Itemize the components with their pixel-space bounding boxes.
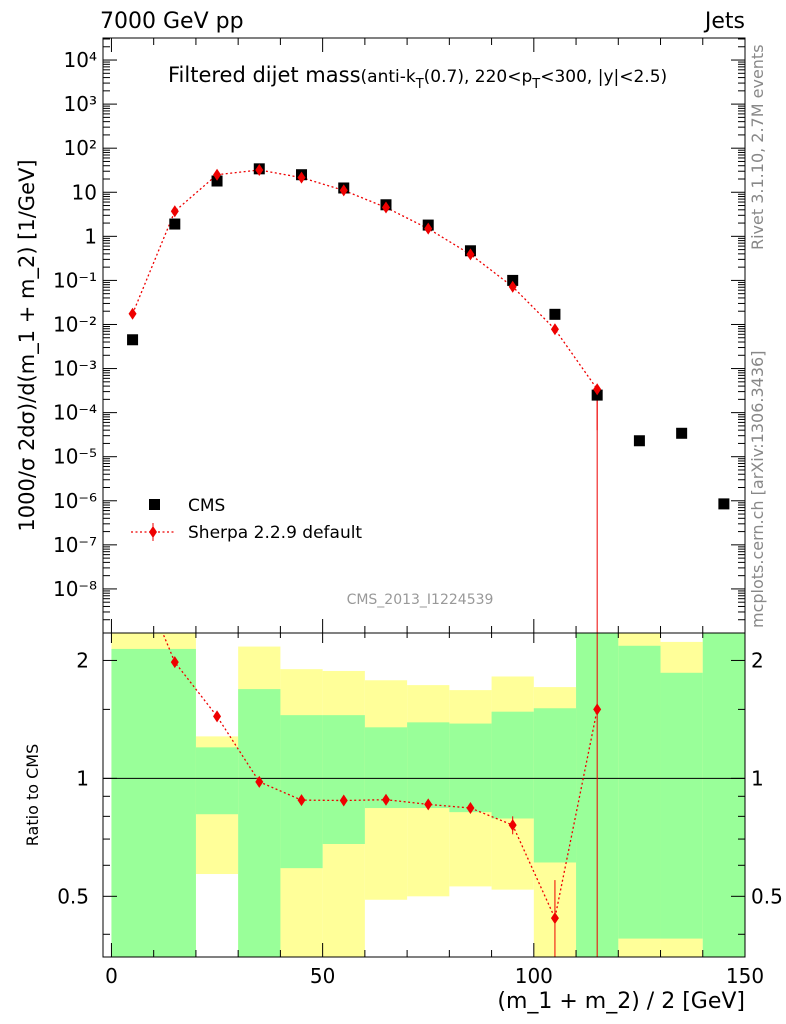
ratio-band-green [238,689,281,957]
ratio-sherpa-point [466,802,475,815]
ratio-y-tick-label-right: 1 [751,766,764,790]
ratio-band-green [660,672,703,939]
y-tick-label: 10⁻⁶ [53,489,97,513]
y-tick-label: 10⁻³ [53,357,97,381]
sherpa-point [297,171,306,184]
y-tick-label: 10 [72,180,97,204]
y-tick-label: 10⁻⁷ [53,533,97,557]
ratio-sherpa-point [255,775,264,788]
ratio-band-green [407,722,450,809]
ratio-sherpa-point [170,656,179,669]
plot-subtitle: (anti-k [361,67,416,87]
y-tick-label: 10⁻² [53,312,97,336]
y-tick-label: 10⁻⁸ [53,577,97,601]
ratio-sherpa-point [297,794,306,807]
sherpa-point [381,201,390,214]
sherpa-point [550,323,559,336]
sherpa-point [593,383,602,396]
ratio-y-tick-label-left: 0.5 [57,884,89,908]
x-tick-label: 100 [515,964,553,988]
ratio-sherpa-line [162,633,598,921]
legend-cms-marker [149,499,160,510]
sherpa-point [424,222,433,235]
cms-point [127,334,139,346]
y-tick-label: 10⁴ [64,48,97,72]
analysis-watermark: CMS_2013_I1224539 [347,592,494,608]
cms-point [507,274,519,286]
x-tick-label: 150 [726,964,764,988]
ratio-band-green [449,723,492,813]
y-tick-label: 10⁻¹ [53,268,97,292]
cms-point [718,498,730,510]
ratio-y-tick-label-right: 0.5 [751,884,783,908]
x-tick-label: 50 [310,964,335,988]
legend: CMS Sherpa 2.2.9 default [131,496,362,543]
legend-sherpa-marker [149,526,157,538]
mcplots-source-label: mcplots.cern.ch [arXiv:1306.3436] [748,351,767,628]
cms-point [676,427,688,439]
ratio-sherpa-point [508,819,517,832]
ratio-band-green [491,711,534,819]
ratio-band-green [280,715,323,869]
ratio-band-green [322,715,365,844]
header-right: Jets [703,9,745,34]
sherpa-point [466,248,475,261]
y-tick-label: 10² [64,136,97,160]
header-left: 7000 GeV pp [100,9,244,34]
legend-sherpa-label: Sherpa 2.2.9 default [188,523,362,543]
rivet-version-label: Rivet 3.1.10, 2.7M events [748,44,767,250]
ratio-sherpa-point [424,798,433,811]
ratio-y-tick-label-left: 1 [76,766,89,790]
ratio-y-tick-label-right: 2 [751,648,764,672]
sherpa-point [255,163,264,176]
plot-title-main: Filtered dijet mass [168,63,361,87]
plot-subtitle-subscript: T [415,77,424,92]
ratio-band-green [618,645,661,939]
plot-subtitle-subscript: T [531,77,540,92]
ratio-sherpa-point [381,793,390,806]
plot-title: Filtered dijet mass(anti-kT(0.7), 220<pT… [168,63,667,92]
ratio-y-tick-label-left: 2 [76,648,89,672]
ratio-y-axis-label: Ratio to CMS [23,744,42,846]
ratio-sherpa-point [550,912,559,925]
legend-cms-label: CMS [188,496,225,516]
y-tick-label: 10⁻⁴ [53,401,97,425]
cms-point [549,308,561,320]
plot-subtitle: <300, |y|<2.5) [540,67,667,87]
sherpa-point [170,205,179,218]
main-plot: 10⁻⁸ 10⁻⁷ 10⁻⁶ 10⁻⁵ 10⁻⁴ 10⁻³ 10⁻² 10⁻¹ 1 10 10² 10… [15,37,746,634]
ratio-band-green [195,747,239,815]
ratio-sherpa-point [339,794,348,807]
sherpa-point [508,280,517,293]
cms-point [211,175,223,187]
y-tick-label: 10³ [64,92,97,116]
ratio-band-green [111,648,196,957]
sherpa-point [213,168,222,181]
ratio-sherpa-point [213,710,222,723]
ratio-plot: 0.5 0.5 1 1 2 2 0 50 100 150 Ratio to CMS (m_1 + m_… [23,632,783,1014]
x-axis-label: (m_1 + m_2) / 2 [GeV] [497,989,745,1014]
ratio-sherpa-point [593,703,602,716]
sherpa-point [128,307,137,320]
plot-subtitle: (0.7), 220<p [424,67,533,87]
y-axis-label: 1000/σ 2dσ)/d(m_1 + m_2) [1/GeV] [15,159,40,531]
y-tick-label: 10⁻⁵ [53,445,97,469]
cms-point [633,435,645,447]
y-tick-label: 1 [84,224,97,248]
x-tick-label: 0 [105,964,118,988]
cms-point [169,218,181,230]
ratio-plot-frame [102,632,746,958]
ratio-band-green [533,708,577,863]
ratio-bands [103,633,745,957]
ratio-band-green [702,633,745,957]
sherpa-point [339,184,348,197]
